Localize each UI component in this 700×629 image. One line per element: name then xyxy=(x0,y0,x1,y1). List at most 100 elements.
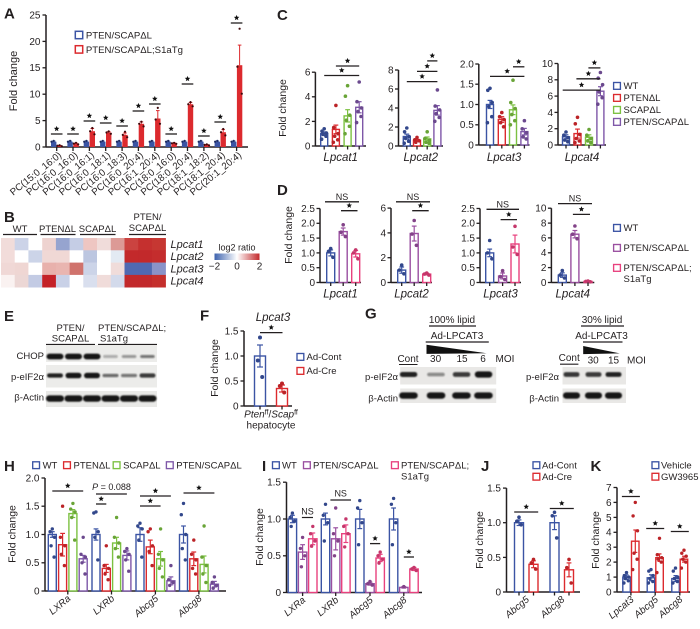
svg-text:2: 2 xyxy=(606,558,612,569)
svg-text:25: 25 xyxy=(29,10,41,21)
svg-text:D: D xyxy=(277,182,288,199)
svg-text:Vehicle: Vehicle xyxy=(661,461,692,472)
svg-text:Lpcat4: Lpcat4 xyxy=(556,289,591,301)
svg-text:Lpcat3: Lpcat3 xyxy=(483,289,518,301)
svg-text:1.5: 1.5 xyxy=(487,483,501,494)
svg-text:PTEN/SCAPΔL: PTEN/SCAPΔL xyxy=(313,461,378,472)
svg-text:−2: −2 xyxy=(209,262,221,273)
svg-text:6: 6 xyxy=(606,498,612,509)
svg-text:0.5: 0.5 xyxy=(26,558,40,569)
svg-text:p-eIF2α: p-eIF2α xyxy=(11,372,44,383)
svg-text:PTENΔL: PTENΔL xyxy=(39,224,76,235)
svg-text:J: J xyxy=(481,458,489,475)
svg-text:2.5: 2.5 xyxy=(461,204,475,215)
svg-text:p-eIF2α: p-eIF2α xyxy=(526,372,559,383)
svg-text:WT: WT xyxy=(43,461,58,472)
svg-text:0: 0 xyxy=(275,588,281,599)
svg-text:4: 4 xyxy=(305,92,311,103)
svg-text:NS: NS xyxy=(569,194,582,204)
svg-text:MOI: MOI xyxy=(496,354,515,365)
svg-text:PTEN/: PTEN/ xyxy=(57,323,85,334)
svg-text:NS: NS xyxy=(334,489,347,499)
svg-text:log2 ratio: log2 ratio xyxy=(218,243,255,253)
svg-text:0: 0 xyxy=(380,278,386,289)
svg-text:F: F xyxy=(200,308,209,325)
svg-text:0.5: 0.5 xyxy=(487,553,501,564)
svg-text:WT: WT xyxy=(624,223,639,234)
svg-text:0: 0 xyxy=(469,278,475,289)
svg-text:1.0: 1.0 xyxy=(267,514,281,525)
svg-text:WT: WT xyxy=(282,461,297,472)
svg-text:30: 30 xyxy=(588,356,600,367)
svg-text:2: 2 xyxy=(257,262,263,273)
svg-text:K: K xyxy=(591,458,602,475)
svg-text:β-Actin: β-Actin xyxy=(368,394,398,405)
svg-text:4: 4 xyxy=(606,528,612,539)
svg-text:PTENΔL: PTENΔL xyxy=(624,93,661,104)
svg-text:Fold change: Fold change xyxy=(277,79,289,137)
svg-text:4: 4 xyxy=(541,248,547,259)
svg-text:1.5: 1.5 xyxy=(267,478,281,489)
svg-text:β-Actin: β-Actin xyxy=(529,394,559,405)
svg-text:SCAPΔL: SCAPΔL xyxy=(129,223,167,234)
svg-text:Lpcat3: Lpcat3 xyxy=(256,312,291,324)
svg-text:SCAPΔL: SCAPΔL xyxy=(123,461,161,472)
svg-text:6: 6 xyxy=(541,233,547,244)
svg-text:NS: NS xyxy=(301,507,314,517)
svg-text:C: C xyxy=(277,7,288,24)
svg-text:NS: NS xyxy=(497,199,510,209)
svg-text:Lpcat4: Lpcat4 xyxy=(565,152,600,164)
svg-text:Cont: Cont xyxy=(559,353,580,364)
svg-text:Ad-LPCAT3: Ad-LPCAT3 xyxy=(575,331,628,342)
svg-text:10: 10 xyxy=(542,59,554,70)
svg-text:S1aTg: S1aTg xyxy=(624,274,652,285)
svg-text:Lpcat2: Lpcat2 xyxy=(404,152,439,164)
svg-text:15: 15 xyxy=(608,356,620,367)
svg-text:1.0: 1.0 xyxy=(26,530,40,541)
svg-text:2.5: 2.5 xyxy=(301,204,315,215)
svg-text:1.0: 1.0 xyxy=(461,248,475,259)
svg-text:0: 0 xyxy=(309,278,315,289)
svg-text:NS: NS xyxy=(336,192,349,202)
svg-text:1.5: 1.5 xyxy=(461,234,475,245)
svg-text:8: 8 xyxy=(388,65,394,76)
svg-text:P = 0.088: P = 0.088 xyxy=(92,482,131,492)
svg-text:Lpcat3: Lpcat3 xyxy=(487,152,522,164)
svg-text:Fold change: Fold change xyxy=(254,508,266,566)
svg-text:0.5: 0.5 xyxy=(267,551,281,562)
svg-text:E: E xyxy=(4,308,14,325)
svg-text:4: 4 xyxy=(380,228,386,239)
svg-text:H: H xyxy=(4,458,15,475)
svg-text:2: 2 xyxy=(305,117,311,128)
svg-text:NS: NS xyxy=(407,192,420,202)
svg-text:100% lipid: 100% lipid xyxy=(429,315,475,326)
svg-text:6: 6 xyxy=(480,354,486,365)
svg-text:Cont: Cont xyxy=(397,354,418,365)
svg-text:Ad-Cre: Ad-Cre xyxy=(307,366,337,377)
svg-text:6: 6 xyxy=(547,92,553,103)
svg-text:Fold change: Fold change xyxy=(209,339,221,397)
svg-text:WT: WT xyxy=(624,81,639,92)
svg-text:8: 8 xyxy=(541,219,547,230)
svg-text:1.5: 1.5 xyxy=(460,80,474,91)
svg-text:Lpcat2: Lpcat2 xyxy=(171,251,204,263)
svg-text:7: 7 xyxy=(606,483,612,494)
svg-text:Ad-LPCAT3: Ad-LPCAT3 xyxy=(431,331,484,342)
svg-text:0.5: 0.5 xyxy=(225,376,239,387)
svg-text:0: 0 xyxy=(468,140,474,151)
svg-text:0.5: 0.5 xyxy=(461,263,475,274)
svg-text:2: 2 xyxy=(388,122,394,133)
svg-text:PTEN/: PTEN/ xyxy=(134,212,162,223)
svg-text:5: 5 xyxy=(606,513,612,524)
svg-text:2.0: 2.0 xyxy=(461,219,475,230)
svg-text:2: 2 xyxy=(380,253,386,264)
svg-text:4: 4 xyxy=(547,108,553,119)
svg-text:Fold change: Fold change xyxy=(590,511,602,569)
svg-text:0: 0 xyxy=(388,141,394,152)
svg-text:A: A xyxy=(4,6,15,23)
svg-text:0: 0 xyxy=(34,586,40,597)
svg-text:SCAPΔL: SCAPΔL xyxy=(52,334,90,345)
svg-text:PTEN/SCAPΔL;: PTEN/SCAPΔL; xyxy=(624,263,692,274)
svg-text:1: 1 xyxy=(606,573,612,584)
svg-text:PTEN/SCAPΔL;S1aTg: PTEN/SCAPΔL;S1aTg xyxy=(86,45,183,56)
